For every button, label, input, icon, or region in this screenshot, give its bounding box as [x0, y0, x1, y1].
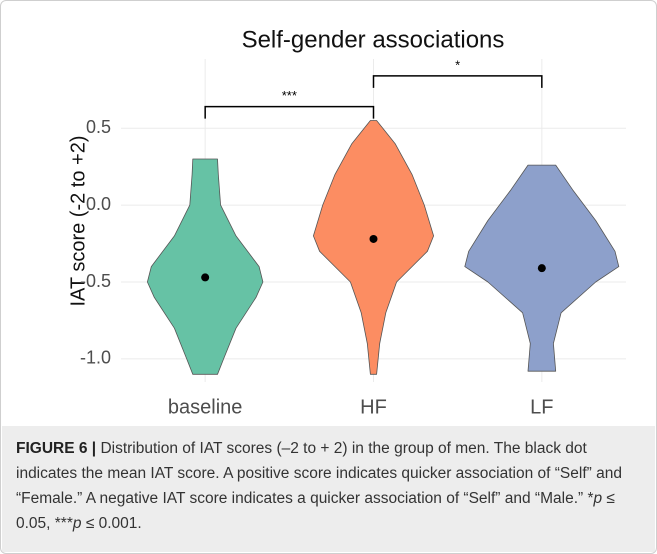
mean-dot — [537, 264, 546, 273]
mean-dot — [369, 234, 378, 243]
mean-dot — [201, 273, 210, 282]
significance-label: * — [455, 57, 460, 72]
x-tick-label: HF — [360, 396, 387, 418]
violin — [313, 120, 434, 375]
y-tick-label: 0.0 — [86, 194, 111, 214]
caption-text: p — [72, 515, 82, 532]
violin — [147, 158, 264, 375]
chart: Self-gender associations IAT score (-2 t… — [67, 26, 626, 418]
caption: FIGURE 6 | Distribution of IAT scores (–… — [2, 426, 655, 552]
caption-text: ≤ 0.05, *** — [16, 490, 615, 532]
caption-text: Distribution of IAT scores (–2 to + 2) i… — [16, 440, 622, 507]
caption-text: ≤ 0.001. — [81, 515, 142, 532]
significance-label: *** — [282, 88, 297, 103]
caption-label: FIGURE 6 | — [16, 440, 97, 457]
chart-title: Self-gender associations — [242, 26, 505, 53]
significance-bracket — [372, 75, 543, 88]
y-tick-label: 0.5 — [86, 117, 111, 137]
caption-text: p — [593, 490, 603, 507]
y-tick-label: -0.5 — [80, 271, 111, 291]
x-tick-label: baseline — [168, 396, 243, 418]
significance-bracket — [204, 105, 375, 119]
x-tick-label: LF — [530, 396, 553, 418]
y-axis-label: IAT score (-2 to +2) — [67, 136, 89, 307]
y-tick-label: -1.0 — [80, 348, 111, 368]
